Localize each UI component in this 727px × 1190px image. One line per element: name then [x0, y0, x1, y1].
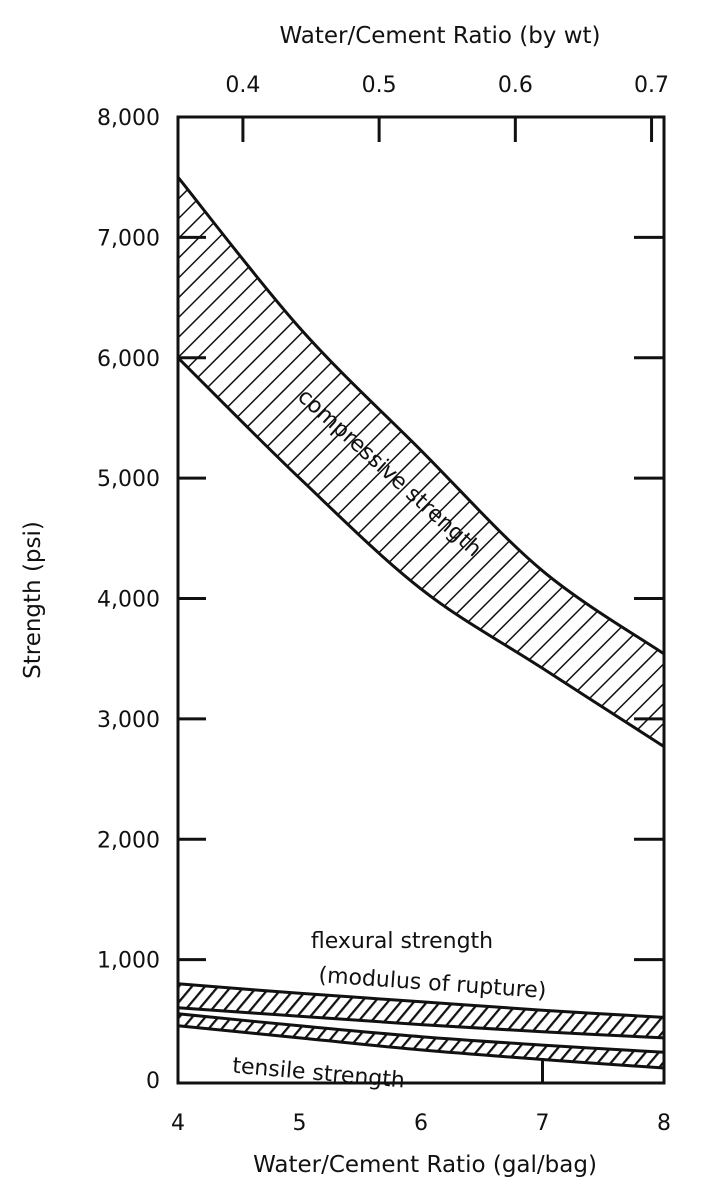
y-tick-label: 2,000	[97, 828, 160, 853]
band-tensile-lower-line	[177, 1024, 665, 1070]
band-tensile	[178, 1013, 664, 1068]
y-tick-label: 4,000	[97, 588, 160, 613]
y-tick-label: 3,000	[97, 708, 160, 733]
x2-axis-title: Water/Cement Ratio (by wt)	[279, 23, 600, 49]
x-tick-label: 8	[657, 1111, 671, 1136]
band-flexural-upper-line	[177, 982, 665, 1019]
band-flexural-lower-line	[177, 1006, 665, 1040]
ticks-layer: 0 1,000 2,000 3,000 4,000 5,000 6,000 7,000 8,00…	[97, 73, 671, 1136]
y-tick-label: 0	[146, 1069, 160, 1094]
x2-tick-label: 0.5	[362, 73, 397, 98]
x-axis-title: Water/Cement Ratio (gal/bag)	[253, 1152, 597, 1178]
band-compressive	[178, 177, 664, 747]
y-tick-label: 6,000	[97, 347, 160, 372]
x2-tick-label: 0.6	[498, 73, 533, 98]
x2-tick-label: 0.4	[225, 73, 260, 98]
x-tick-label: 5	[293, 1111, 307, 1136]
band-compressive-lower-line	[176, 356, 665, 748]
band-tensile-upper-line	[177, 1012, 665, 1054]
y-tick-label: 7,000	[97, 226, 160, 251]
y-tick-label: 1,000	[97, 949, 160, 974]
annotation-flexural-line1: flexural strength	[311, 929, 493, 954]
x-tick-label: 4	[171, 1111, 185, 1136]
x2-tick-label: 0.7	[634, 73, 669, 98]
y-axis-title: Strength (psi)	[20, 521, 46, 679]
x-tick-label: 6	[414, 1111, 428, 1136]
x-tick-label: 7	[536, 1111, 550, 1136]
annotation-tensile: tensile strength	[231, 1054, 406, 1094]
band-compressive-upper-line	[176, 176, 665, 656]
y-tick-label: 5,000	[97, 467, 160, 492]
band-flexural	[178, 983, 664, 1038]
bands-layer	[176, 176, 665, 1070]
y-tick-label: 8,000	[97, 106, 160, 131]
